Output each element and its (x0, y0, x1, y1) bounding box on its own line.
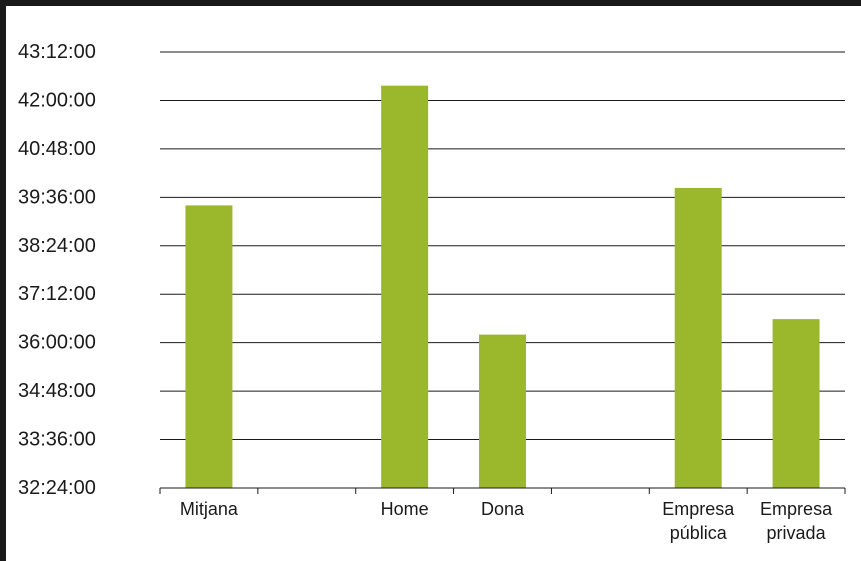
y-tick-label: 42:00:00 (18, 89, 96, 111)
y-tick-label: 33:36:00 (18, 429, 96, 451)
y-tick-label: 34:48:00 (18, 380, 96, 402)
x-axis-category-labels: Mitjana Home Dona Empresa pública Empresa priv… (180, 499, 833, 543)
bar (185, 205, 233, 488)
x-category-label: Empresa (662, 499, 735, 519)
y-tick-label: 37:12:00 (18, 283, 96, 305)
x-category-label: privada (767, 523, 827, 543)
x-category-label: Empresa (760, 499, 833, 519)
y-tick-label: 43:12:00 (18, 41, 96, 63)
x-axis (159, 487, 846, 494)
y-tick-label: 38:24:00 (18, 235, 96, 257)
y-tick-label: 40:48:00 (18, 138, 96, 160)
bar (772, 319, 820, 488)
y-tick-label: 36:00:00 (18, 332, 96, 354)
bar (479, 334, 526, 488)
y-tick-label: 39:36:00 (18, 186, 96, 208)
x-category-label: Mitjana (180, 499, 239, 519)
x-category-label: Home (381, 499, 429, 519)
y-axis-tick-labels: 32:24:00 33:36:00 34:48:00 36:00:00 37:12:00… (18, 41, 96, 499)
bar (674, 187, 722, 488)
y-tick-label: 32:24:00 (18, 477, 96, 499)
x-category-label: pública (670, 523, 728, 543)
x-category-label: Dona (481, 499, 525, 519)
bar (381, 85, 429, 489)
bars (185, 85, 820, 489)
